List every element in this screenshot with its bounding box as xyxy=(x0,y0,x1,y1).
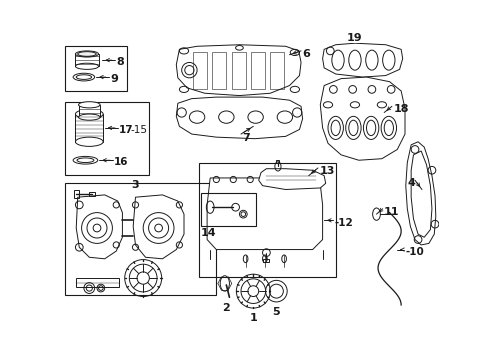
Text: 19: 19 xyxy=(346,33,362,43)
Bar xyxy=(201,193,256,226)
Text: -12: -12 xyxy=(333,218,352,228)
Bar xyxy=(76,278,118,287)
Ellipse shape xyxy=(73,73,95,81)
Polygon shape xyxy=(176,97,302,139)
Ellipse shape xyxy=(154,224,162,232)
Text: 13: 13 xyxy=(319,166,334,176)
Text: 7: 7 xyxy=(242,133,250,143)
Text: 9: 9 xyxy=(110,74,118,84)
Ellipse shape xyxy=(78,52,96,56)
Text: 18: 18 xyxy=(393,104,408,114)
Text: 2: 2 xyxy=(222,303,230,314)
Ellipse shape xyxy=(76,75,91,80)
Ellipse shape xyxy=(73,156,98,164)
Polygon shape xyxy=(207,178,322,249)
Text: 11: 11 xyxy=(383,207,398,217)
Bar xyxy=(74,190,79,198)
Text: 16: 16 xyxy=(114,157,128,167)
Ellipse shape xyxy=(93,224,101,232)
Ellipse shape xyxy=(148,218,168,238)
Ellipse shape xyxy=(79,114,100,120)
Text: 17: 17 xyxy=(118,125,133,135)
Polygon shape xyxy=(176,45,301,95)
Polygon shape xyxy=(320,77,404,160)
Ellipse shape xyxy=(75,63,99,69)
Ellipse shape xyxy=(75,109,103,119)
Text: -10: -10 xyxy=(405,247,424,257)
Ellipse shape xyxy=(75,137,103,147)
Bar xyxy=(276,160,279,163)
Bar xyxy=(89,192,95,197)
Bar xyxy=(75,54,99,66)
Text: -15: -15 xyxy=(130,125,147,135)
Polygon shape xyxy=(133,195,183,259)
Polygon shape xyxy=(76,195,122,259)
Bar xyxy=(193,53,207,89)
Bar xyxy=(212,53,226,89)
Polygon shape xyxy=(322,43,402,77)
Text: 4: 4 xyxy=(407,178,415,188)
Bar xyxy=(79,105,100,117)
Ellipse shape xyxy=(75,51,99,57)
Ellipse shape xyxy=(79,102,100,108)
Polygon shape xyxy=(410,151,431,237)
Bar xyxy=(199,163,336,276)
Text: 14: 14 xyxy=(201,228,216,238)
Bar xyxy=(250,53,264,89)
Ellipse shape xyxy=(77,158,94,163)
Text: 8: 8 xyxy=(116,57,124,67)
Text: 5: 5 xyxy=(272,306,280,316)
Bar xyxy=(270,53,284,89)
Bar xyxy=(65,46,127,91)
Ellipse shape xyxy=(143,213,174,243)
Bar xyxy=(65,102,148,175)
Text: 3: 3 xyxy=(131,180,139,190)
Bar xyxy=(75,114,103,142)
Ellipse shape xyxy=(87,218,107,238)
Bar xyxy=(65,183,215,295)
Polygon shape xyxy=(258,169,325,189)
Bar xyxy=(263,259,269,262)
Polygon shape xyxy=(405,142,435,245)
Text: 6: 6 xyxy=(302,49,310,59)
Ellipse shape xyxy=(81,213,112,243)
Bar xyxy=(231,53,245,89)
Text: 1: 1 xyxy=(249,313,257,323)
